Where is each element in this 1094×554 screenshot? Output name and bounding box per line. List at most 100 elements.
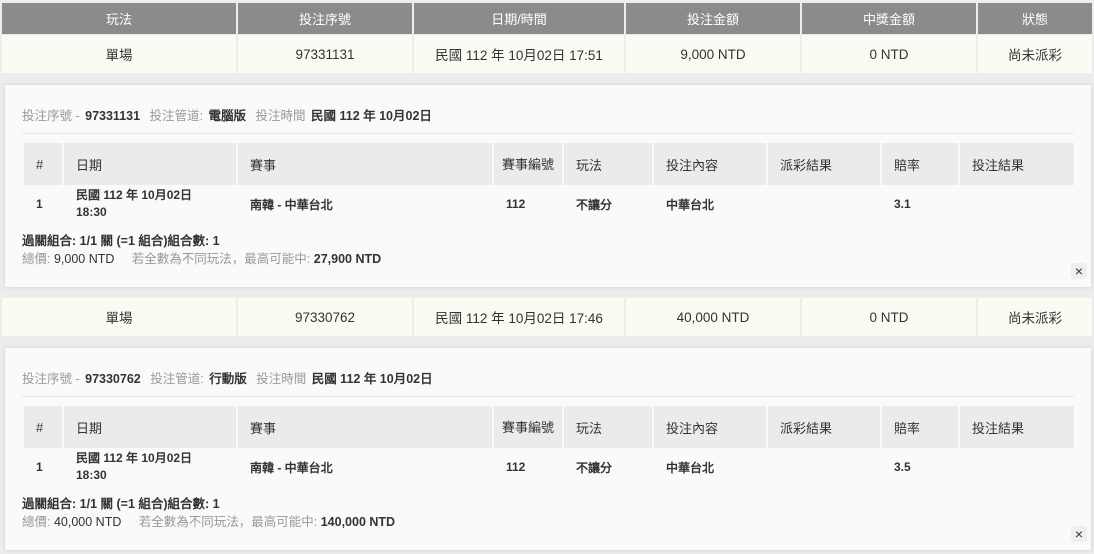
line-match-no: 112 (506, 197, 526, 211)
total-summary: 總價: 9,000 NTD 若全數為不同玩法，最高可能中: 27,900 NTD (22, 248, 381, 267)
line-date: 民國 112 年 10月02日 18:30 (64, 185, 236, 223)
max-win-value: 27,900 NTD (313, 252, 382, 266)
bet-datetime: 民國 112 年 10月02日 17:51 (414, 35, 624, 73)
total-label: 總價: (22, 515, 51, 529)
detail-header: # 日期 賽事 賽事編號 玩法 投注內容 派彩結果 賠率 投注結果 (24, 143, 1074, 185)
line-date: 民國 112 年 10月02日 18:30 (64, 448, 236, 486)
line-date-day: 民國 112 年 10月02日 (76, 188, 193, 202)
bet-amount: 9,000 NTD (626, 35, 800, 73)
line-date-time: 18:30 (76, 205, 107, 219)
col-result: 派彩結果 (768, 143, 880, 185)
combo-value: 1/1 關 (=1 組合)組合數: 1 (79, 234, 220, 248)
bet-serial: 97330762 (238, 298, 412, 336)
total-label: 總價: (22, 252, 51, 266)
col-play: 玩法 (564, 406, 652, 448)
bet-type: 單場 (2, 35, 236, 73)
bet-detail-panel: 投注序號 - 97330762 投注管道: 行動版 投注時間 民國 112 年 … (5, 348, 1091, 550)
bet-detail-info: 投注序號 - 97330762 投注管道: 行動版 投注時間 民國 112 年 … (22, 368, 439, 387)
combo-label: 過關組合: (22, 497, 77, 511)
bet-serial: 97331131 (238, 35, 412, 73)
bet-prize: 0 NTD (802, 35, 976, 73)
max-win-label: 若全數為不同玩法，最高可能中: (138, 515, 318, 529)
total-value: 40,000 NTD (53, 515, 122, 529)
line-match: 南韓 - 中華台北 (250, 460, 333, 475)
line-date-day: 民國 112 年 10月02日 (76, 451, 193, 465)
detail-row: 1 民國 112 年 10月02日 18:30 南韓 - 中華台北 112 不讓分… (24, 185, 1074, 223)
line-match-no: 112 (506, 460, 526, 474)
col-date: 日期 (64, 406, 236, 448)
detail-table: # 日期 賽事 賽事編號 玩法 投注內容 派彩結果 賠率 投注結果 1 民國 1… (24, 143, 1074, 223)
detail-table: # 日期 賽事 賽事編號 玩法 投注內容 派彩結果 賠率 投注結果 1 民國 1… (24, 406, 1074, 486)
bet-detail-info: 投注序號 - 97331131 投注管道: 電腦版 投注時間 民國 112 年 … (22, 105, 438, 124)
channel-value: 行動版 (209, 372, 247, 386)
table-header: 玩法 投注序號 日期/時間 投注金額 中獎金額 狀態 (2, 3, 1092, 34)
line-pick: 中華台北 (666, 197, 715, 212)
detail-row: 1 民國 112 年 10月02日 18:30 南韓 - 中華台北 112 不讓分… (24, 448, 1074, 486)
line-pick: 中華台北 (666, 460, 715, 475)
serial-value: 97331131 (85, 109, 141, 123)
col-match-no: 賽事編號 (494, 143, 562, 185)
line-result (768, 448, 880, 486)
line-odds: 3.5 (894, 460, 911, 474)
col-odds: 賠率 (882, 406, 958, 448)
combo-summary: 過關組合: 1/1 關 (=1 組合)組合數: 1 (22, 230, 220, 249)
channel-value: 電腦版 (208, 109, 247, 123)
col-date: 日期 (64, 143, 236, 185)
col-play: 玩法 (564, 143, 652, 185)
channel-label: 投注管道: (149, 109, 204, 123)
time-label: 投注時間 (256, 372, 307, 386)
col-result: 派彩結果 (768, 406, 880, 448)
line-play: 不讓分 (576, 460, 613, 475)
line-bet-result (960, 185, 1074, 223)
max-win-value: 140,000 NTD (320, 515, 396, 529)
detail-header: # 日期 賽事 賽事編號 玩法 投注內容 派彩結果 賠率 投注結果 (24, 406, 1074, 448)
combo-value: 1/1 關 (=1 組合)組合數: 1 (79, 497, 220, 511)
time-value: 民國 112 年 10月02日 (311, 109, 432, 123)
time-value: 民國 112 年 10月02日 (311, 372, 433, 386)
line-date-time: 18:30 (76, 468, 107, 482)
close-icon[interactable]: × (1071, 526, 1087, 542)
combo-label: 過關組合: (22, 234, 77, 248)
header-datetime: 日期/時間 (414, 3, 624, 34)
col-bet-result: 投注結果 (960, 406, 1074, 448)
line-no: 1 (36, 197, 43, 211)
time-label: 投注時間 (255, 109, 306, 123)
bet-type: 單場 (2, 298, 236, 336)
col-no: # (24, 143, 62, 185)
max-win-label: 若全數為不同玩法，最高可能中: (131, 252, 311, 266)
col-match: 賽事 (238, 143, 492, 185)
header-amount: 投注金額 (626, 3, 800, 34)
col-match: 賽事 (238, 406, 492, 448)
bet-status: 尚未派彩 (978, 35, 1092, 73)
col-bet-result: 投注結果 (960, 143, 1074, 185)
close-icon[interactable]: × (1071, 263, 1087, 279)
bet-datetime: 民國 112 年 10月02日 17:46 (414, 298, 624, 336)
serial-label: 投注序號 - (22, 372, 80, 386)
col-match-no: 賽事編號 (494, 406, 562, 448)
line-bet-result (960, 448, 1074, 486)
channel-label: 投注管道: (150, 372, 204, 386)
header-serial: 投注序號 (238, 3, 412, 34)
bet-prize: 0 NTD (802, 298, 976, 336)
col-no: # (24, 406, 62, 448)
header-status: 狀態 (978, 3, 1092, 34)
bet-detail-panel: 投注序號 - 97331131 投注管道: 電腦版 投注時間 民國 112 年 … (5, 85, 1091, 287)
bet-row[interactable]: 單場 97330762 民國 112 年 10月02日 17:46 40,000… (2, 298, 1092, 336)
combo-summary: 過關組合: 1/1 關 (=1 組合)組合數: 1 (22, 493, 220, 512)
divider (22, 133, 1074, 134)
divider (22, 396, 1074, 397)
bet-amount: 40,000 NTD (626, 298, 800, 336)
line-no: 1 (36, 460, 43, 474)
serial-label: 投注序號 - (22, 109, 80, 123)
serial-value: 97330762 (85, 372, 141, 386)
col-pick: 投注內容 (654, 406, 766, 448)
bet-row[interactable]: 單場 97331131 民國 112 年 10月02日 17:51 9,000 … (2, 35, 1092, 73)
bet-status: 尚未派彩 (978, 298, 1092, 336)
line-match: 南韓 - 中華台北 (250, 197, 333, 212)
line-play: 不讓分 (576, 197, 613, 212)
col-odds: 賠率 (882, 143, 958, 185)
line-odds: 3.1 (894, 197, 911, 211)
total-value: 9,000 NTD (53, 252, 115, 266)
line-result (768, 185, 880, 223)
total-summary: 總價: 40,000 NTD 若全數為不同玩法，最高可能中: 140,000 N… (22, 511, 395, 530)
